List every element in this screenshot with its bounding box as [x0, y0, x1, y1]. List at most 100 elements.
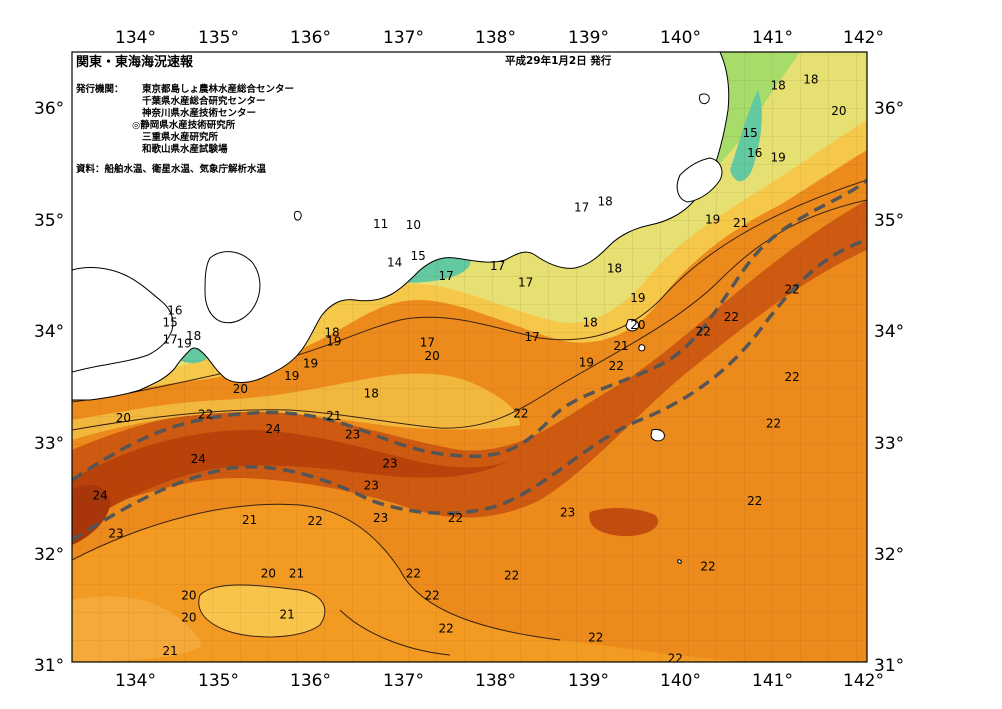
contour-label: 19: [705, 213, 720, 227]
lat-tick-right: 32°: [874, 545, 904, 565]
lat-tick-left: 34°: [34, 322, 64, 342]
contour-label: 22: [448, 511, 463, 525]
issuer-4: ◎静岡県水産技術研究所: [132, 119, 236, 131]
land-sado-coast: [294, 211, 302, 221]
contour-label: 23: [364, 479, 379, 493]
contour-label: 17: [438, 269, 453, 283]
lon-tick-bottom: 141°: [752, 671, 793, 691]
contour-label: 15: [742, 126, 757, 140]
lon-tick-top: 142°: [843, 28, 884, 48]
lon-tick-bottom: 138°: [475, 671, 516, 691]
lat-ticks-left: 36° 35° 34° 33° 32° 31°: [34, 99, 64, 676]
lon-tick-bottom: 135°: [198, 671, 239, 691]
lon-tick-bottom: 142°: [843, 671, 884, 691]
contour-label: 23: [373, 511, 388, 525]
lon-tick-top: 139°: [568, 28, 609, 48]
contour-label: 16: [747, 146, 762, 160]
contour-label: 20: [424, 349, 439, 363]
lon-ticks-top: 134° 135° 136° 137° 138° 139° 140° 141° …: [115, 28, 884, 48]
lat-tick-right: 33°: [874, 434, 904, 454]
contour-label: 22: [668, 652, 683, 666]
lon-tick-top: 137°: [383, 28, 424, 48]
lon-tick-top: 136°: [290, 28, 331, 48]
lon-tick-top: 141°: [752, 28, 793, 48]
contour-label: 19: [579, 356, 594, 370]
land-miyake: [638, 344, 646, 352]
contour-label: 19: [770, 150, 785, 164]
source-note: 資料：船舶水温、衛星水温、気象庁解析水温: [76, 163, 267, 175]
contour-label: 22: [609, 359, 624, 373]
contour-label: 17: [163, 332, 178, 346]
lon-ticks-bottom: 134° 135° 136° 137° 138° 139° 140° 141° …: [115, 671, 884, 691]
issue-date: 平成29年1月2日 発行: [505, 54, 612, 67]
contour-label: 21: [289, 566, 304, 580]
contour-label: 18: [324, 326, 339, 340]
contour-label: 22: [766, 417, 781, 431]
contour-label: 17: [574, 200, 589, 214]
contour-label: 21: [326, 409, 341, 423]
contour-label: 20: [831, 104, 846, 118]
contour-label: 19: [326, 335, 341, 349]
contour-label: 20: [116, 411, 131, 425]
contour-label: 14: [387, 256, 402, 270]
land-kii-north: [204, 251, 261, 324]
land-oshima: [625, 319, 639, 332]
land-hachijo: [650, 429, 665, 442]
map-title: 関東・東海海況速報: [76, 54, 194, 70]
plot-area: [72, 52, 867, 662]
contour-label: 21: [279, 607, 294, 621]
lon-tick-bottom: 139°: [568, 671, 609, 691]
plot-frame: [71, 51, 868, 663]
lat-tick-left: 32°: [34, 545, 64, 565]
contour-label: 22: [747, 494, 762, 508]
contour-label: 23: [382, 457, 397, 471]
contour-label: 20: [181, 611, 196, 625]
lon-tick-bottom: 136°: [290, 671, 331, 691]
contour-label: 23: [345, 428, 360, 442]
contour-label: 21: [613, 339, 628, 353]
contour-label: 18: [186, 329, 201, 343]
issuer-6: 和歌山県水産試験場: [141, 143, 228, 155]
lat-ticks-right: 36° 35° 34° 33° 32° 31°: [874, 99, 904, 676]
contour-label: 23: [108, 526, 123, 540]
contour-label: 17: [490, 259, 505, 273]
contour-label: 22: [308, 514, 323, 528]
contour-label: 17: [525, 330, 540, 344]
lon-tick-top: 134°: [115, 28, 156, 48]
lon-tick-top: 135°: [198, 28, 239, 48]
contour-label: 22: [424, 589, 439, 603]
issuer-1: 東京都島しょ農林水産総合センター: [141, 83, 294, 95]
contour-label: 19: [284, 369, 299, 383]
lat-tick-right: 35°: [874, 211, 904, 231]
contour-label: 18: [583, 316, 598, 330]
issuer-2: 千葉県水産総合研究センター: [142, 95, 266, 107]
lon-tick-bottom: 137°: [383, 671, 424, 691]
issuer-5: 三重県水産研究所: [142, 131, 219, 143]
lat-tick-right: 34°: [874, 322, 904, 342]
contour-label: 15: [163, 316, 178, 330]
land-izu-islet: [677, 559, 682, 564]
map-header: 関東・東海海況速報 平成29年1月2日 発行 発行機関： 東京都島しょ農林水産総…: [75, 54, 612, 175]
lat-tick-left: 36°: [34, 99, 64, 119]
contour-label: 23: [560, 505, 575, 519]
lon-tick-bottom: 134°: [115, 671, 156, 691]
contour-label: 17: [518, 276, 533, 290]
contour-label: 22: [406, 566, 421, 580]
contour-label: 10: [406, 218, 421, 232]
kuroshio-axis: [72, 178, 867, 542]
contour-label: 11: [373, 217, 388, 231]
issuer-3: 神奈川県水産技術センター: [142, 107, 256, 119]
contour-label: 22: [504, 569, 519, 583]
contour-label: 21: [733, 216, 748, 230]
lat-tick-right: 31°: [874, 656, 904, 676]
issuers-label: 発行機関：: [75, 83, 124, 95]
lat-tick-right: 36°: [874, 99, 904, 119]
contour-label: 22: [696, 325, 711, 339]
contour-label: 19: [303, 357, 318, 371]
contour-label: 16: [167, 303, 182, 317]
contour-label: 18: [597, 195, 612, 209]
land-awaji-shikoku: [72, 267, 174, 373]
contour-label: 22: [785, 282, 800, 296]
